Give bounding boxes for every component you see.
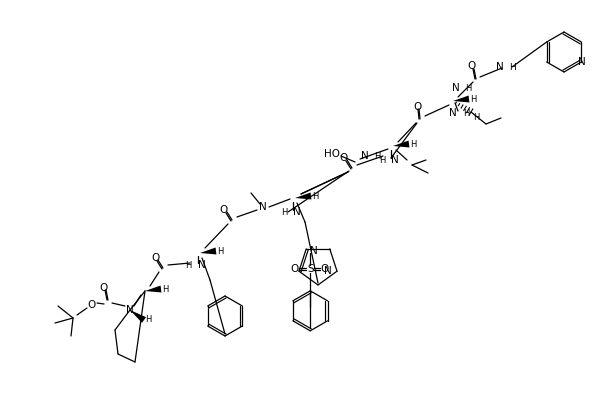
- Polygon shape: [200, 248, 216, 255]
- Text: H: H: [162, 285, 168, 293]
- Polygon shape: [130, 310, 146, 323]
- Text: H: H: [145, 316, 151, 325]
- Text: H: H: [410, 140, 416, 148]
- Text: H: H: [281, 208, 287, 216]
- Polygon shape: [145, 286, 161, 293]
- Text: O: O: [468, 61, 476, 71]
- Text: N: N: [324, 266, 332, 276]
- Text: O: O: [290, 264, 299, 274]
- Text: H: H: [465, 84, 471, 93]
- Text: H: H: [470, 94, 476, 103]
- Text: H: H: [312, 192, 318, 201]
- Text: N: N: [126, 305, 134, 315]
- Text: N: N: [452, 83, 460, 93]
- Text: H: H: [463, 108, 470, 117]
- Text: N: N: [449, 108, 457, 118]
- Text: H: H: [186, 260, 192, 269]
- Text: N: N: [579, 57, 586, 67]
- Text: N: N: [497, 62, 504, 72]
- Text: O: O: [320, 264, 329, 274]
- Polygon shape: [295, 192, 311, 199]
- Text: O: O: [151, 253, 159, 263]
- Text: O: O: [340, 153, 348, 163]
- Text: H: H: [509, 63, 516, 72]
- Text: H: H: [379, 155, 385, 164]
- Text: HO: HO: [324, 149, 340, 159]
- Text: H: H: [374, 152, 381, 161]
- Text: O: O: [88, 300, 96, 310]
- Text: H: H: [217, 246, 223, 255]
- Text: N: N: [259, 202, 267, 212]
- Text: H: H: [473, 112, 479, 122]
- Text: N: N: [391, 155, 398, 165]
- Text: N: N: [198, 260, 206, 270]
- Polygon shape: [393, 140, 409, 147]
- Text: N: N: [361, 151, 369, 161]
- Text: O: O: [413, 102, 421, 112]
- Text: N: N: [310, 246, 318, 256]
- Text: N: N: [293, 207, 301, 217]
- Text: O: O: [220, 205, 228, 215]
- Text: S: S: [307, 264, 314, 274]
- Text: O: O: [99, 283, 107, 293]
- Polygon shape: [453, 96, 470, 103]
